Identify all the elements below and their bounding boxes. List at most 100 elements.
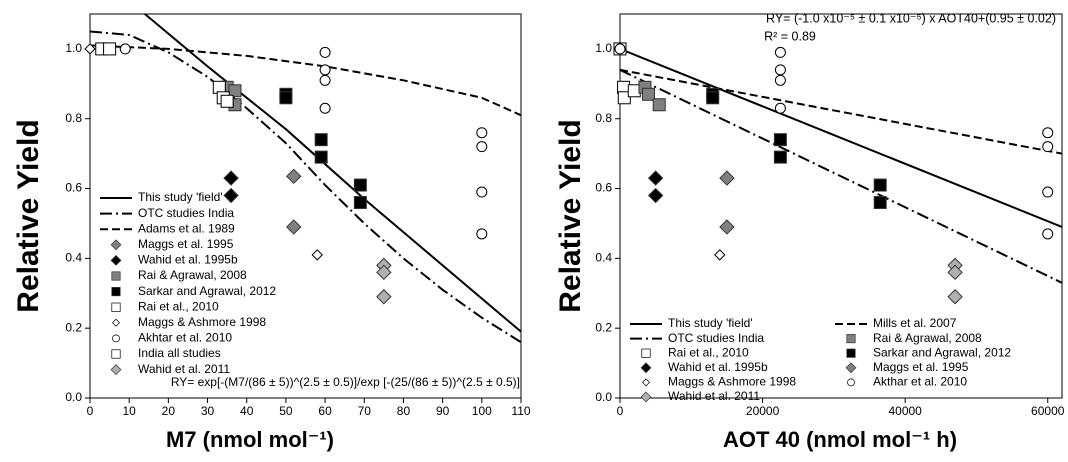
point — [873, 196, 887, 210]
legend-label: Rai & Agrawal, 2008 — [138, 268, 247, 282]
legend-label: Maggs et al. 1995 — [138, 237, 234, 251]
y-tick-label: 0.2 — [65, 320, 82, 334]
line — [620, 68, 1062, 155]
point — [873, 178, 887, 192]
plot-area — [90, 14, 521, 343]
legend-label: Wahid et al. 2011 — [138, 362, 230, 376]
legend-label: Maggs et al. 1995 — [873, 360, 969, 374]
legend-marker — [110, 255, 122, 266]
legend-label: Maggs & Ashmore 1998 — [138, 315, 266, 329]
legend-label: Mills et al. 2007 — [873, 316, 957, 330]
point — [314, 150, 328, 164]
point — [319, 46, 331, 58]
y-axis-title: Relative Yield — [554, 119, 587, 312]
point — [319, 74, 331, 86]
y-tick-label: 0.4 — [65, 251, 82, 265]
point — [84, 43, 96, 55]
plot-frame — [619, 13, 1063, 399]
line — [90, 30, 521, 343]
annotation: RY= (-1.0 x10⁻⁵ ± 0.1 x10⁻⁵) x AOT40+(0.… — [766, 11, 1056, 25]
point — [719, 219, 735, 235]
legend-label: Wahid et al. 1995b — [668, 360, 768, 374]
point — [353, 178, 367, 192]
point — [286, 168, 302, 185]
x-tick-label: 60000 — [1031, 404, 1065, 418]
x-axis-title: M7 (nmol mol⁻¹) — [166, 427, 334, 452]
point — [714, 249, 726, 261]
point — [103, 42, 117, 56]
x-tick-label: 80 — [397, 404, 411, 418]
point — [311, 249, 323, 261]
y-tick-label: 0.0 — [595, 390, 612, 404]
point — [1042, 127, 1054, 139]
x-tick-label: 20 — [162, 404, 176, 418]
line — [620, 47, 1062, 228]
y-tick-label: 0.0 — [65, 390, 82, 404]
x-tick-label: 90 — [436, 404, 450, 418]
point — [652, 98, 666, 112]
x-tick-label: 50 — [279, 404, 293, 418]
legend-label: Wahid et al. 2011 — [668, 389, 760, 403]
point — [223, 170, 239, 186]
point — [223, 187, 239, 204]
x-tick-label: 30 — [201, 404, 215, 418]
point — [617, 91, 631, 105]
x-tick-label: 40 — [240, 404, 254, 418]
legend-marker — [112, 334, 120, 343]
point — [773, 150, 787, 164]
legend-label: India all studies — [138, 346, 221, 360]
legend-label: Maggs & Ashmore 1998 — [668, 375, 796, 389]
point — [719, 170, 735, 186]
legend-marker — [110, 239, 122, 251]
point — [476, 127, 488, 139]
x-tick-label: 100 — [472, 404, 492, 418]
y-tick-label: 0.8 — [65, 111, 82, 125]
point — [353, 196, 367, 210]
x-tick-label: 0 — [617, 404, 624, 418]
x-tick-label: 110 — [511, 404, 530, 418]
legend-marker — [846, 334, 856, 344]
point — [279, 91, 293, 105]
legend-label: Sarkar and Agrawal, 2012 — [138, 284, 276, 298]
x-tick-label: 20000 — [746, 404, 780, 418]
line — [90, 44, 521, 117]
point — [220, 94, 234, 108]
point — [706, 91, 720, 105]
legend-marker — [111, 287, 121, 297]
point — [286, 219, 302, 235]
legend-marker — [111, 349, 121, 359]
point — [774, 102, 786, 114]
legend-label: Rai et al., 2010 — [138, 299, 219, 313]
legend-label: Rai et al., 2010 — [668, 345, 749, 359]
point — [476, 141, 488, 153]
legend-label: OTC studies India — [668, 331, 764, 345]
x-tick-label: 40000 — [888, 404, 922, 418]
point — [319, 102, 331, 114]
x-tick-label: 70 — [358, 404, 372, 418]
legend-label: Akthar et al. 2010 — [873, 375, 967, 389]
x-tick-label: 0 — [87, 404, 94, 418]
point — [119, 43, 131, 55]
point — [1042, 228, 1054, 240]
point — [647, 187, 664, 204]
legend-marker — [845, 362, 857, 374]
point — [476, 228, 488, 240]
legend-marker — [642, 378, 650, 387]
legend-marker — [111, 302, 121, 312]
point — [1042, 186, 1054, 198]
x-axis-title: AOT 40 (nmol mol⁻¹ h) — [723, 427, 957, 452]
point — [319, 64, 331, 76]
legend-marker — [112, 318, 120, 327]
legend-label: Rai & Agrawal, 2008 — [873, 331, 982, 345]
point — [774, 74, 786, 86]
legend-label: Wahid et al. 1995b — [138, 253, 238, 267]
y-tick-label: 0.4 — [595, 251, 612, 265]
y-tick-label: 0.6 — [65, 181, 82, 195]
line — [144, 14, 521, 333]
point — [774, 46, 786, 58]
legend-label: Akhtar et al. 2010 — [138, 331, 232, 345]
point — [642, 87, 656, 101]
y-axis-title: Relative Yield — [12, 119, 45, 312]
x-tick-label: 10 — [123, 404, 137, 418]
